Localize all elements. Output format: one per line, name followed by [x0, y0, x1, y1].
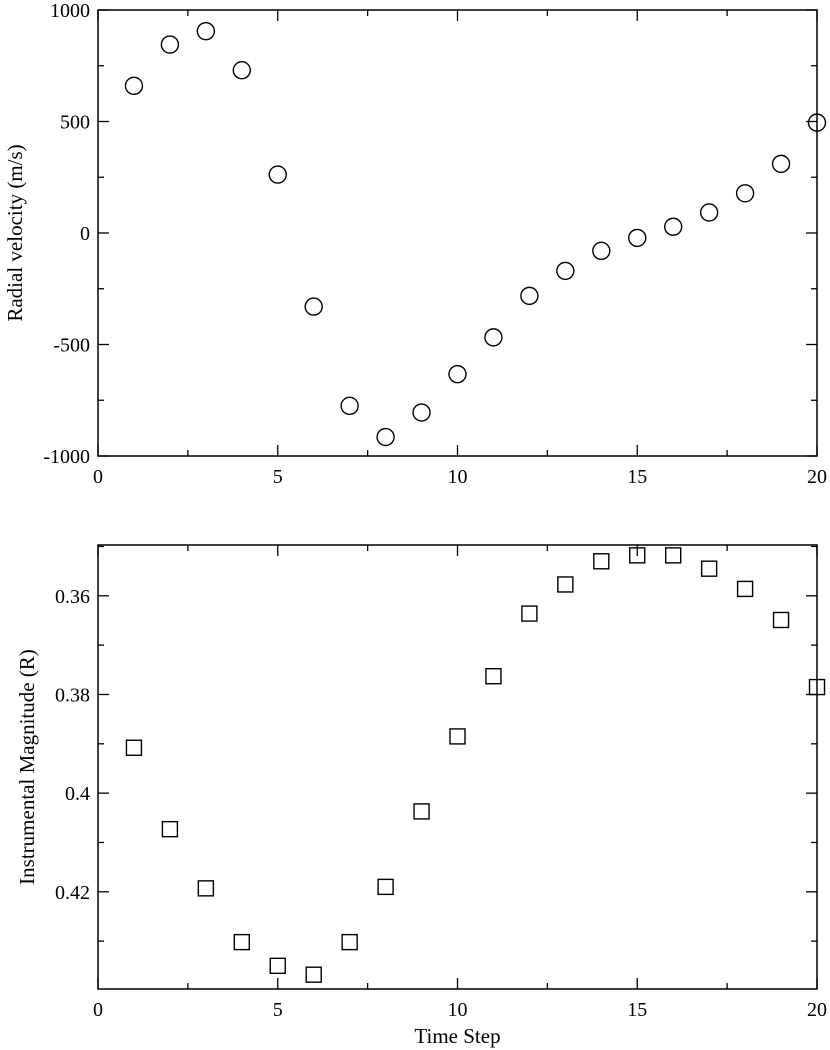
data-point: [412, 403, 431, 422]
x-tick-label: 15: [627, 999, 647, 1021]
data-point: [341, 933, 358, 951]
y-tick-label: 0: [80, 223, 90, 245]
data-point: [196, 21, 216, 41]
data-point: [124, 76, 144, 96]
x-axis-title: Time Step: [414, 1024, 500, 1048]
data-point: [628, 228, 647, 248]
y-tick-label: -500: [53, 335, 90, 357]
data-point: [160, 35, 180, 54]
data-point: [125, 739, 143, 756]
data-point: [593, 553, 610, 570]
data-point: [269, 957, 286, 975]
y-tick-label: 0.4: [65, 783, 90, 805]
data-point: [699, 203, 719, 222]
x-tick-label: 0: [93, 466, 103, 488]
plot-frame: [97, 9, 818, 457]
data-point: [304, 297, 323, 316]
radial-velocity-chart: 0 5 10 15 20 -1000 -500 0 500 1000 Radial velocity…: [3, 0, 827, 488]
y-axis-title: Radial velocity (m/s): [3, 144, 27, 321]
x-tick-label: 20: [807, 999, 827, 1021]
x-tick-label: 5: [273, 999, 283, 1021]
data-point: [449, 728, 466, 745]
data-point: [808, 678, 826, 696]
data-point: [305, 966, 322, 983]
y-tick-label: -1000: [43, 446, 90, 468]
x-tick-label: 0: [93, 999, 103, 1021]
data-point: [664, 217, 683, 236]
y-axis-title: Instrumental Magnitude (R): [15, 649, 39, 885]
x-tick-label: 5: [273, 466, 283, 488]
data-point: [232, 61, 252, 80]
x-tick-label: 10: [448, 466, 468, 488]
data-point: [592, 241, 611, 261]
data-point: [556, 261, 575, 281]
y-tick-label: 0.38: [55, 684, 90, 706]
data-point: [735, 184, 755, 203]
data-point: [629, 547, 646, 564]
data-point: [197, 880, 215, 897]
data-point: [161, 820, 179, 838]
data-point: [557, 576, 574, 593]
data-point: [485, 668, 502, 685]
y-tick-label: 0.36: [55, 586, 90, 608]
data-point: [521, 605, 538, 622]
data-point: [772, 611, 790, 629]
y-tick-label: 0.42: [55, 882, 90, 904]
data-point: [771, 154, 791, 174]
data-point: [736, 580, 754, 598]
x-tick-label: 15: [627, 466, 647, 488]
data-point: [233, 933, 251, 951]
data-point: [484, 328, 503, 347]
y-tick-label: 1000: [50, 0, 90, 22]
data-point: [340, 396, 359, 416]
data-point: [413, 803, 430, 820]
instrumental-magnitude-chart: 0 5 10 15 20 0.36 0.38 0.4 0.42 Instrumental Magn…: [15, 544, 827, 1048]
data-point: [268, 165, 287, 184]
data-point: [807, 113, 827, 132]
data-point: [520, 286, 539, 306]
x-tick-label: 10: [448, 999, 468, 1021]
data-point: [376, 427, 395, 447]
x-tick-label: 20: [807, 466, 827, 488]
data-point: [665, 547, 682, 564]
data-point: [377, 878, 394, 896]
data-point: [448, 364, 467, 384]
plot-frame: [97, 544, 818, 990]
y-tick-label: 500: [60, 112, 90, 134]
data-point: [700, 560, 718, 577]
